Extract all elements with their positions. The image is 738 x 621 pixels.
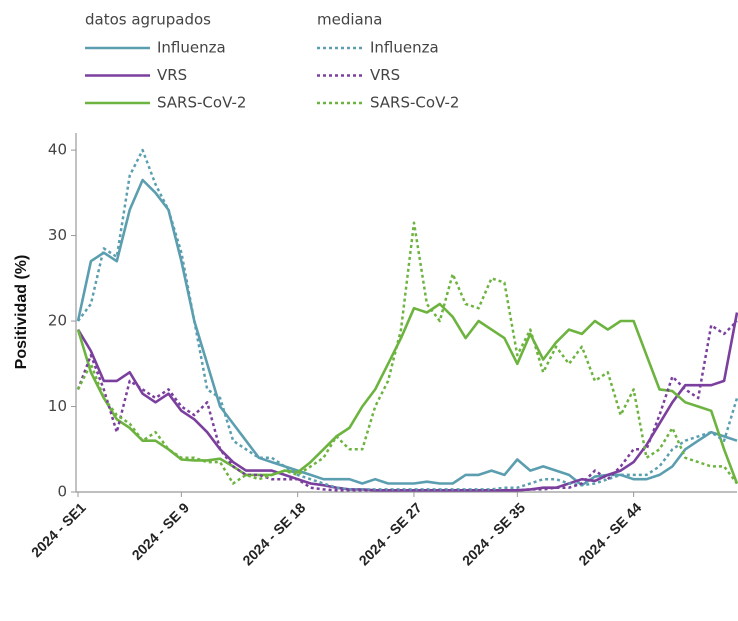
x-tick-label: 2024 - SE 44: [575, 499, 644, 568]
legend-label: SARS-CoV-2: [370, 94, 459, 112]
series-line: [77, 148, 738, 491]
legend-label: VRS: [157, 66, 187, 84]
y-tick-label: 10: [48, 397, 67, 415]
legend-label: Influenza: [157, 39, 226, 57]
x-tick-label: 2024 - SE1: [28, 499, 89, 560]
y-tick-label: 30: [48, 226, 67, 244]
series-line: [76, 320, 738, 492]
y-axis-label: Positividad (%): [13, 255, 30, 370]
x-tick-label: 2024 - SE 9: [129, 499, 193, 563]
legend-title: mediana: [317, 11, 382, 29]
legend-label: SARS-CoV-2: [157, 94, 246, 112]
legend-label: Influenza: [370, 39, 439, 57]
series-line: [76, 312, 738, 492]
series-line: [76, 221, 738, 485]
x-tick-label: 2024 - SE 27: [356, 499, 425, 568]
legend-label: VRS: [370, 66, 400, 84]
y-tick-label: 0: [57, 483, 67, 501]
series-line: [76, 178, 738, 487]
x-tick-label: 2024 - SE 35: [459, 499, 528, 568]
legend-title: datos agrupados: [85, 11, 211, 29]
x-tick-label: 2024 - SE 18: [239, 499, 308, 568]
y-tick-label: 20: [48, 312, 67, 330]
series-line: [76, 302, 738, 484]
y-tick-label: 40: [48, 141, 67, 159]
